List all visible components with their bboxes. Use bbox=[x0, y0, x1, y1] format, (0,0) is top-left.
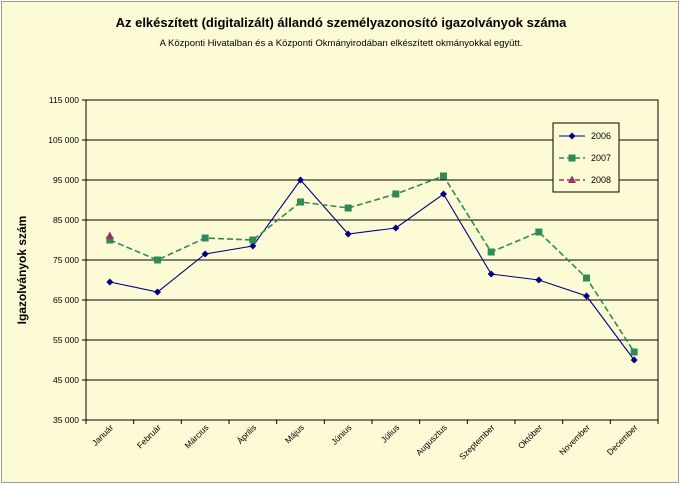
data-point-2007 bbox=[630, 348, 638, 356]
data-point-2006 bbox=[344, 230, 352, 238]
data-point-2006 bbox=[106, 278, 114, 286]
x-tick-label: Február bbox=[135, 422, 163, 450]
gridlines bbox=[86, 99, 658, 381]
data-point-2006 bbox=[630, 356, 638, 364]
series-layer bbox=[105, 172, 638, 364]
x-tick-label: Május bbox=[283, 422, 306, 445]
legend-label-2008: 2008 bbox=[591, 175, 611, 185]
legend-marker-2007 bbox=[568, 154, 576, 162]
series-line-2007 bbox=[109, 175, 635, 353]
data-point-2006 bbox=[201, 250, 209, 258]
data-point-2006 bbox=[440, 190, 447, 198]
x-tick-label: November bbox=[557, 422, 592, 457]
x-tick-label: Január bbox=[90, 422, 116, 448]
data-point-2007 bbox=[297, 198, 304, 206]
x-tick-label: Március bbox=[182, 422, 210, 450]
data-point-2008 bbox=[105, 231, 114, 239]
series-2007 bbox=[106, 172, 638, 356]
data-point-2007 bbox=[344, 204, 352, 212]
legend-marker-2006 bbox=[568, 132, 576, 140]
legend-label-2007: 2007 bbox=[591, 153, 611, 163]
legend-marker-2008 bbox=[568, 175, 576, 183]
data-point-2006 bbox=[297, 176, 304, 184]
y-tick-label: 65 000 bbox=[53, 295, 79, 305]
data-point-2006 bbox=[249, 242, 257, 250]
legend-label-2006: 2006 bbox=[591, 131, 611, 141]
data-point-2007 bbox=[535, 228, 543, 236]
data-point-2006 bbox=[535, 276, 543, 284]
x-tick-label: Július bbox=[379, 422, 401, 444]
y-tick-label: 35 000 bbox=[53, 415, 79, 425]
data-point-2007 bbox=[249, 236, 257, 244]
data-point-2007 bbox=[201, 234, 209, 242]
series-line-2006 bbox=[109, 179, 635, 361]
data-point-2007 bbox=[440, 172, 447, 180]
y-axis-label: Igazolványok szám bbox=[15, 216, 29, 325]
y-tick-label: 45 000 bbox=[53, 375, 79, 385]
y-tick-label: 85 000 bbox=[53, 215, 79, 225]
x-tick-label: Szeptember bbox=[457, 422, 497, 462]
data-point-2007 bbox=[583, 274, 590, 282]
data-point-2007 bbox=[392, 190, 400, 198]
y-tick-label: 95 000 bbox=[53, 175, 79, 185]
data-point-2006 bbox=[392, 224, 400, 232]
data-point-2007 bbox=[154, 256, 161, 264]
data-point-2006 bbox=[583, 292, 590, 300]
y-tick-label: 105 000 bbox=[48, 135, 79, 145]
legend: 2006 2007 2008 bbox=[552, 122, 620, 193]
x-tick-label: December bbox=[605, 422, 640, 457]
series-2006 bbox=[106, 176, 638, 364]
x-tick-label: Október bbox=[516, 422, 545, 451]
data-point-2007 bbox=[487, 248, 495, 256]
data-point-2006 bbox=[487, 270, 495, 278]
data-point-2007 bbox=[106, 236, 114, 244]
chart-subtitle: A Központi Hivatalban és a Központi Okmá… bbox=[160, 38, 523, 49]
chart-title: Az elkészített (digitalizált) állandó sz… bbox=[116, 15, 568, 30]
y-tick-label: 115 000 bbox=[49, 95, 79, 105]
y-tick-label: 75 000 bbox=[53, 255, 79, 265]
x-tick-label: Április bbox=[235, 422, 258, 445]
x-tick-label: Június bbox=[329, 422, 353, 446]
data-point-2006 bbox=[154, 288, 161, 296]
y-tick-label: 55 000 bbox=[53, 335, 79, 345]
x-tick-label: Augusztus bbox=[414, 422, 449, 457]
series-2008 bbox=[105, 231, 114, 239]
